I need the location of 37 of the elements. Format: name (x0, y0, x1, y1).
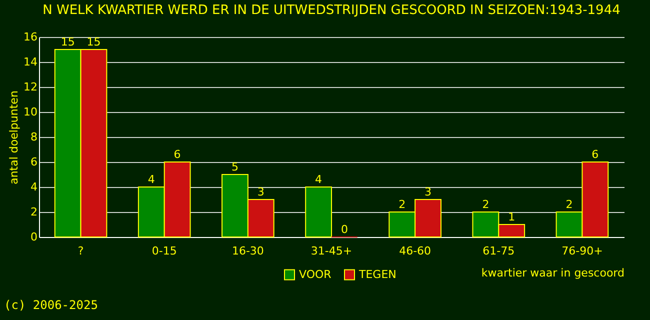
chart-title: N WELK KWARTIER WERD ER IN DE UITWEDSTRIJDEN GESCOORD IN SEIZOEN:1943-1944 (42, 3, 620, 18)
legend-label: TEGEN (358, 268, 396, 281)
x-tick-label: 0-15 (152, 244, 177, 258)
y-tick-label: 8 (30, 130, 38, 144)
legend-label: VOOR (299, 268, 332, 281)
data-label: 4 (148, 173, 155, 186)
y-tick-label: 6 (30, 156, 38, 168)
data-label: 4 (315, 173, 322, 186)
data-label: 15 (60, 36, 75, 48)
x-tick-label: 46-60 (399, 244, 432, 258)
y-tick-label: 4 (30, 180, 38, 194)
data-label: 3 (257, 186, 264, 198)
data-label: 3 (424, 186, 432, 198)
data-label: 5 (231, 160, 238, 174)
x-tick-label: 76-90+ (562, 244, 603, 258)
y-tick-label: 10 (24, 106, 38, 118)
y-tick-label: 16 (24, 30, 38, 44)
x-tick-label: ? (78, 244, 84, 258)
y-tick-label: 0 (30, 230, 38, 244)
y-axis-title: antal doelpunten (8, 90, 21, 184)
data-label: 2 (566, 198, 573, 211)
data-label: 2 (398, 198, 406, 211)
x-axis-title: kwartier waar in gescoord (481, 266, 624, 280)
y-tick-label: 14 (24, 56, 38, 68)
data-label: 1 (508, 210, 516, 224)
x-tick-label: 16-30 (232, 244, 264, 258)
x-tick-label: 31-45+ (310, 244, 352, 258)
data-label: 0 (340, 223, 348, 236)
x-tick-label: 61-75 (482, 244, 515, 258)
y-tick-label: 2 (30, 206, 38, 218)
data-label: 6 (592, 148, 599, 161)
bar (305, 186, 332, 238)
y-tick-label: 12 (24, 80, 38, 94)
data-label: 15 (86, 36, 101, 48)
data-label: 6 (174, 148, 181, 161)
text: (c) 2006-2025 (4, 298, 98, 312)
data-label: 2 (482, 198, 490, 211)
